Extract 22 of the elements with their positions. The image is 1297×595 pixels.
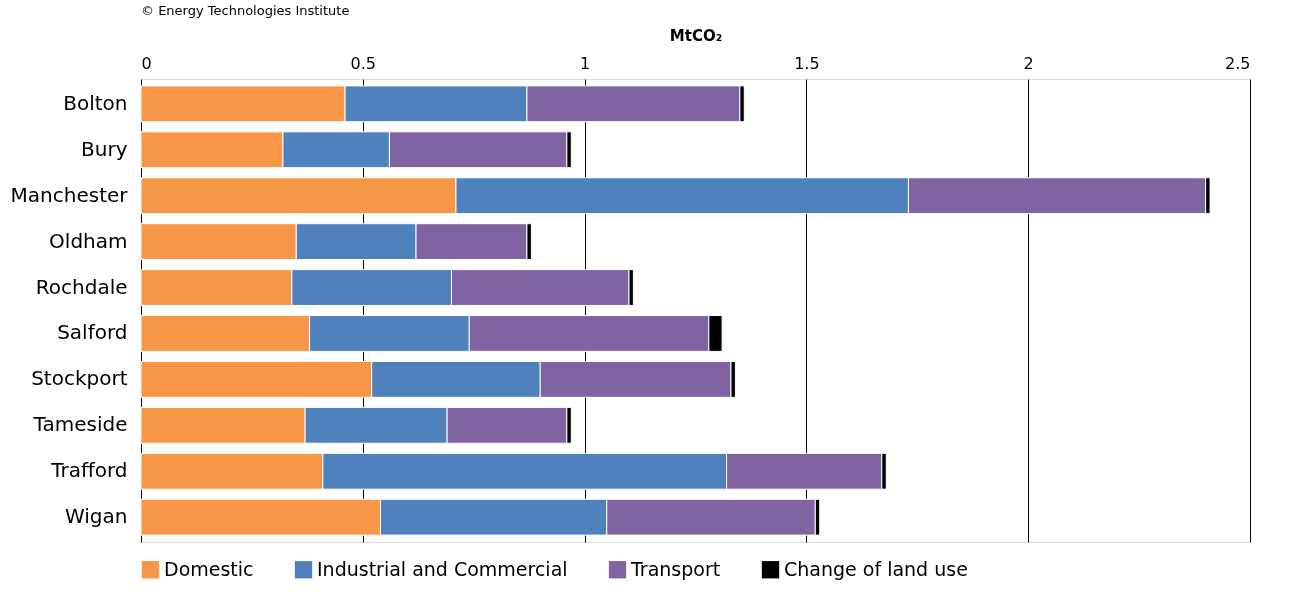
legend-label: Domestic: [164, 557, 254, 580]
legend-label: Transport: [630, 557, 721, 580]
x-tick-label: 1.5: [794, 53, 820, 73]
text: © Energy Technologies Institute: [141, 3, 350, 18]
x-tick-label: 2: [1023, 53, 1034, 73]
x-tick-label: 1: [580, 53, 591, 73]
legend-label: Change of land use: [784, 557, 968, 580]
y-tick-label: Trafford: [50, 458, 128, 483]
y-tick-label: Wigan: [64, 504, 128, 529]
y-tick-label: Oldham: [49, 228, 128, 253]
y-tick-label: Tameside: [32, 412, 128, 437]
x-tick-label: 0: [141, 53, 152, 73]
y-tick-label: Manchester: [10, 182, 129, 207]
x-tick-label: 2.5: [1225, 53, 1251, 73]
x-tick-label: 0.5: [350, 53, 377, 73]
y-tick-label: Salford: [57, 320, 128, 345]
x-axis-title: MtCO₂: [669, 26, 723, 45]
y-tick-label: Bury: [81, 136, 128, 161]
y-tick-label: Stockport: [31, 366, 128, 391]
legend-label: Industrial and Commercial: [317, 557, 568, 580]
y-tick-label: Bolton: [63, 90, 128, 115]
y-tick-label: Rochdale: [35, 274, 128, 299]
